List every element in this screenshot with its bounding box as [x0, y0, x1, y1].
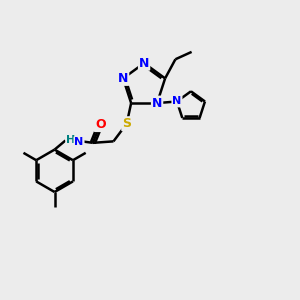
Text: N: N: [152, 97, 162, 110]
Text: N: N: [172, 97, 182, 106]
Text: N: N: [139, 57, 149, 70]
Text: S: S: [122, 117, 131, 130]
Text: N: N: [118, 72, 128, 85]
Text: O: O: [95, 118, 106, 131]
Text: H: H: [66, 135, 75, 145]
Text: N: N: [74, 137, 84, 147]
